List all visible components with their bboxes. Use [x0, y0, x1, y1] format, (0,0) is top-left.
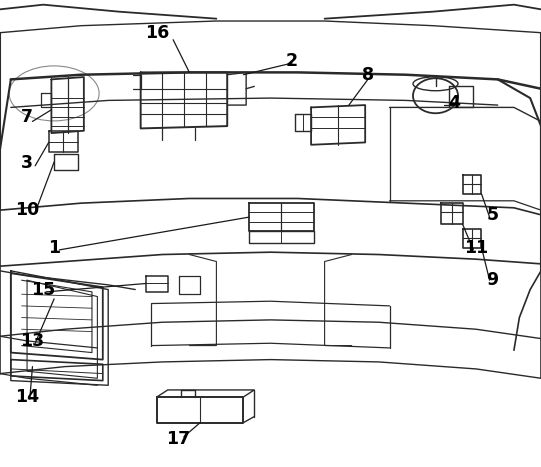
- Text: 4: 4: [448, 94, 460, 112]
- Text: 1: 1: [48, 239, 60, 256]
- Text: 7: 7: [21, 108, 33, 126]
- Text: 11: 11: [464, 239, 488, 256]
- Text: 3: 3: [21, 155, 33, 172]
- Text: 14: 14: [15, 388, 39, 406]
- Text: 5: 5: [486, 206, 498, 224]
- Text: 16: 16: [145, 24, 169, 42]
- Text: 17: 17: [167, 430, 190, 448]
- Text: 15: 15: [31, 281, 55, 298]
- Text: 10: 10: [15, 201, 39, 219]
- Text: 9: 9: [486, 271, 498, 289]
- Text: 8: 8: [362, 66, 374, 84]
- Text: 2: 2: [286, 52, 298, 70]
- Text: 13: 13: [21, 332, 44, 350]
